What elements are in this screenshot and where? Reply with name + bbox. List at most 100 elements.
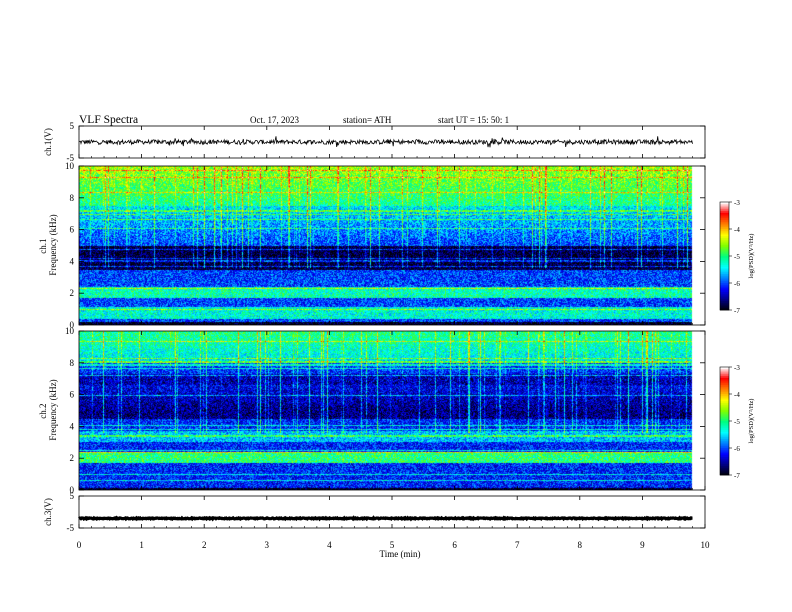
- ch2-spectrogram-panel: 0 2 4 6 8 10 ch.2 Frequency (kHz) -3 -4 -5 -6 -7 l…: [38, 326, 755, 495]
- ch2-colorbar-segment: [720, 386, 729, 389]
- ch1-colorbar-segment: [720, 266, 729, 269]
- ch2-colorbar-segment: [720, 462, 729, 465]
- ch2-colorbar-segment: [720, 419, 729, 422]
- ch1-colorbar-segment: [720, 288, 729, 291]
- ch2-spectrogram-ytick-label: 4: [70, 421, 75, 431]
- ch2-colorbar-segment: [720, 422, 729, 425]
- figure-title: VLF Spectra: [79, 114, 138, 126]
- ch2-colorbar-segment: [720, 446, 729, 449]
- ch2-colorbar-segment: [720, 424, 729, 427]
- start-time-label: start UT = 15: 50: 1: [438, 115, 509, 125]
- ch2-colorbar-segment: [720, 451, 729, 454]
- ch2-colorbar-segment: [720, 377, 729, 380]
- ch1-spectrogram-plot: [79, 166, 705, 325]
- ch1-colorbar-segment: [720, 304, 729, 307]
- ch1-colorbar-segment: [720, 256, 729, 259]
- ch1-colorbar-segment: [720, 257, 729, 260]
- station-label: station= ATH: [343, 115, 392, 125]
- ch1-colorbar-segment: [720, 295, 729, 298]
- ch2-colorbar-segment: [720, 435, 729, 438]
- ch2-colorbar-segment: [720, 394, 729, 397]
- ch3-voltage-trace: [78, 515, 693, 522]
- ch1-voltage-ytick-label: -5: [67, 153, 75, 163]
- ch2-colorbar-segment: [720, 426, 729, 429]
- ch2-colorbar-segment: [720, 376, 729, 379]
- ch2-spectrogram-ylabel-line2: Frequency (kHz): [48, 379, 58, 440]
- ch2-spectrogram-ylabel: ch.2 Frequency (kHz): [38, 379, 58, 440]
- ch1-colorbar-segment: [720, 203, 729, 206]
- time-axis-tick-label: 9: [640, 540, 645, 550]
- ch2-colorbar-segment: [720, 392, 729, 395]
- ch1-colorbar-segment: [720, 223, 729, 226]
- ch1-colorbar-segment: [720, 270, 729, 273]
- ch1-colorbar-segment: [720, 268, 729, 271]
- ch2-colorbar-segment: [720, 473, 729, 476]
- ch1-spectrogram-image: [79, 166, 705, 325]
- ch2-colorbar-segment: [720, 440, 729, 443]
- ch1-colorbar-segment: [720, 238, 729, 241]
- ch1-colorbar-segment: [720, 292, 729, 295]
- ch1-colorbar-label: log(PSD)(V²/Hz): [748, 234, 755, 279]
- ch2-colorbar-segment: [720, 439, 729, 442]
- ch1-colorbar-segment: [720, 275, 729, 278]
- ch1-colorbar-segment: [720, 220, 729, 223]
- ch1-spectrogram-panel: 0 2 4 6 8 10 ch.1 Frequency (kHz) -3 -4 -5 -6 -7 l…: [38, 161, 755, 330]
- ch1-spectrogram-ytick-label: 10: [65, 161, 75, 171]
- time-axis-tick-label: 4: [327, 540, 332, 550]
- ch2-colorbar-tick-label: -3: [734, 364, 740, 372]
- ch1-colorbar-tick-label: -5: [734, 253, 740, 261]
- ch2-colorbar-segment: [720, 449, 729, 452]
- ch1-colorbar-tick-label: -3: [734, 199, 740, 207]
- ch1-colorbar-segment: [720, 202, 729, 205]
- ch1-colorbar-segment: [720, 243, 729, 246]
- ch2-colorbar-segment: [720, 385, 729, 388]
- ch1-colorbar-segment: [720, 216, 729, 219]
- time-axis-tick-label: 2: [202, 540, 207, 550]
- ch1-colorbar-segment: [720, 283, 729, 286]
- ch1-colorbar-segment: [720, 227, 729, 230]
- ch2-spectrogram-image: [79, 331, 705, 490]
- ch2-colorbar-segment: [720, 467, 729, 470]
- ch1-colorbar-segment: [720, 297, 729, 300]
- ch2-colorbar-segment: [720, 399, 729, 402]
- ch2-colorbar-segment: [720, 428, 729, 431]
- ch1-colorbar-segment: [720, 302, 729, 305]
- ch2-spectrogram-ytick-label: 2: [70, 453, 75, 463]
- ch1-voltage-trace: [78, 136, 693, 148]
- ch1-spectrogram-ytick-label: 8: [70, 193, 75, 203]
- ch1-colorbar-segment: [720, 207, 729, 210]
- ch2-colorbar-segment: [720, 442, 729, 445]
- ch2-colorbar-segment: [720, 404, 729, 407]
- ch1-spectrogram-ytick-label: 2: [70, 288, 75, 298]
- ch2-colorbar-segment: [720, 433, 729, 436]
- ch1-colorbar-segment: [720, 279, 729, 282]
- ch2-colorbar-segment: [720, 444, 729, 447]
- ch2-colorbar-segment: [720, 464, 729, 467]
- ch1-colorbar-segment: [720, 301, 729, 304]
- ch1-colorbar-segment: [720, 250, 729, 253]
- ch1-colorbar-segment: [720, 229, 729, 232]
- ch1-spectrogram-ylabel-line2: Frequency (kHz): [48, 214, 58, 275]
- ch1-colorbar-segment: [720, 214, 729, 217]
- ch1-colorbar-segment: [720, 299, 729, 302]
- ch2-colorbar-segment: [720, 403, 729, 406]
- ch2-colorbar-segment: [720, 448, 729, 451]
- ch2-colorbar-tick-label: -6: [734, 445, 740, 453]
- ch1-colorbar-segment: [720, 212, 729, 215]
- ch1-colorbar-segment: [720, 236, 729, 239]
- ch2-colorbar-segment: [720, 430, 729, 433]
- ch3-voltage-ytick-label: 5: [70, 491, 75, 501]
- ch3-voltage-ytick-label: -5: [67, 523, 75, 533]
- ch2-colorbar-segment: [720, 417, 729, 420]
- ch2-spectrogram-ylabel-line1: ch.2: [38, 404, 48, 419]
- ch3-voltage-yticks: 5 -5: [67, 491, 705, 533]
- ch1-colorbar-segment: [720, 263, 729, 266]
- time-axis-tick-label: 3: [265, 540, 270, 550]
- ch1-colorbar-segment: [720, 293, 729, 296]
- ch2-colorbar-tick-label: -5: [734, 418, 740, 426]
- time-axis-label: Time (min): [380, 549, 421, 559]
- ch1-colorbar-segment: [720, 290, 729, 293]
- ch1-colorbar-segment: [720, 252, 729, 255]
- ch2-colorbar-segment: [720, 372, 729, 375]
- ch1-colorbar-tick-label: -4: [734, 226, 740, 234]
